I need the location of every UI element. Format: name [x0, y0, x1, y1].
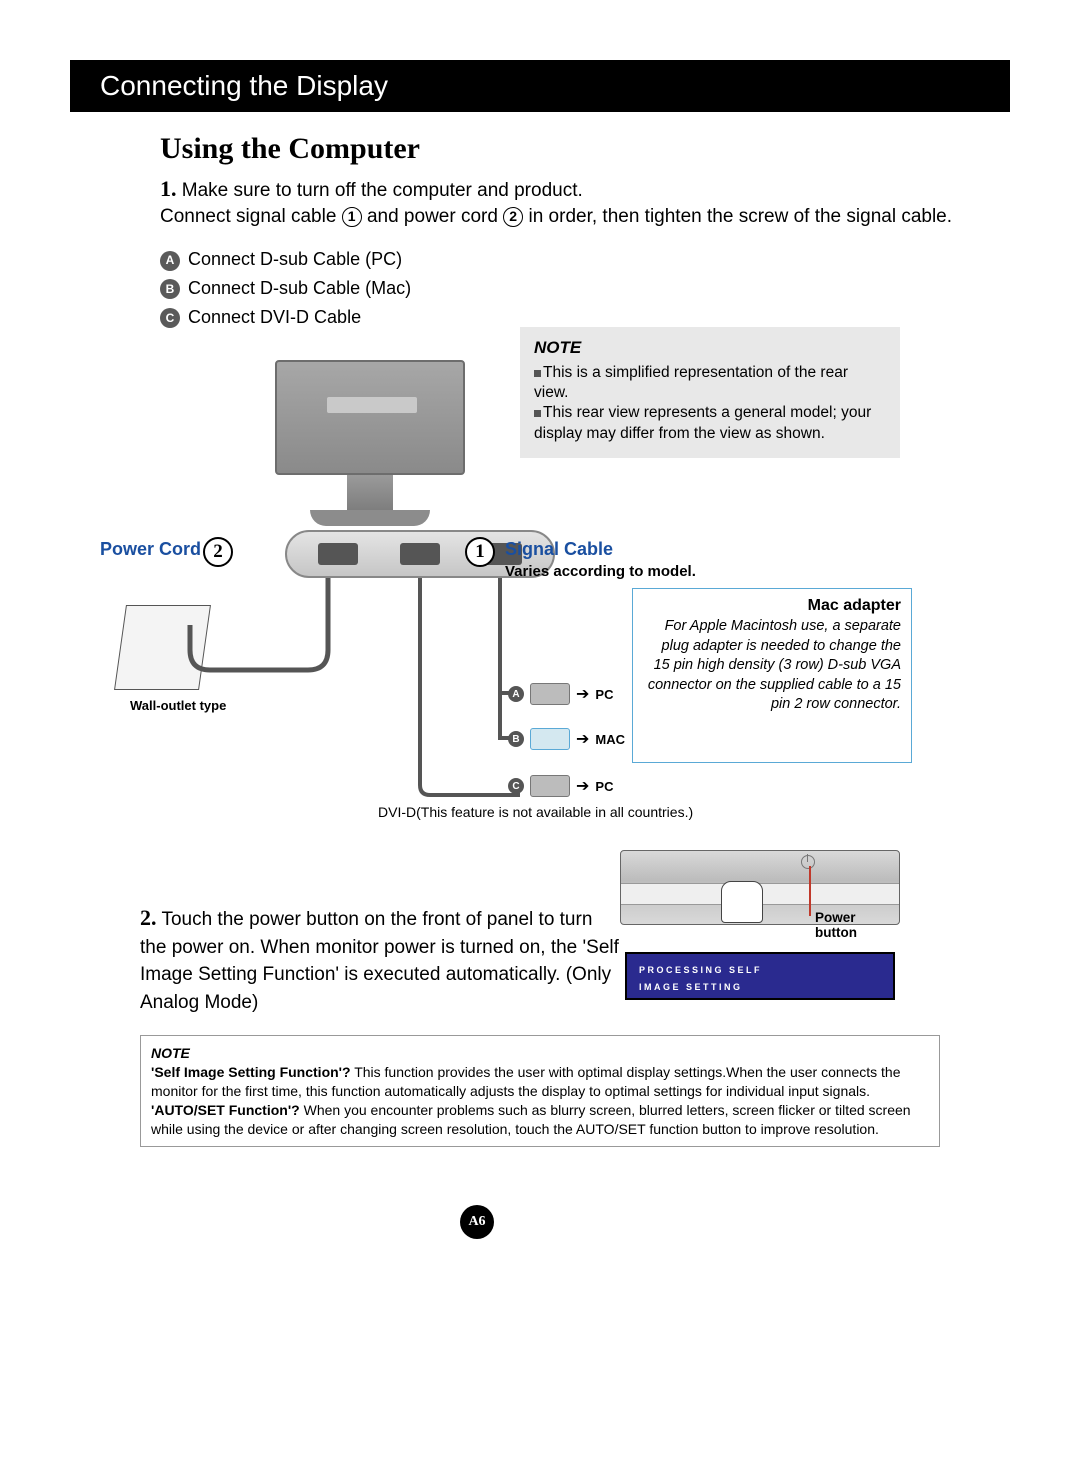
circled-1-diagram: 1: [465, 537, 495, 567]
callout-line-icon: [809, 866, 811, 916]
step-1: 1. Make sure to turn off the computer an…: [160, 174, 1010, 229]
dest-pc-c: PC: [595, 779, 613, 794]
step-2: 2. Touch the power button on the front o…: [140, 902, 620, 1017]
mac-adapter-text: For Apple Macintosh use, a separate plug…: [643, 617, 901, 715]
bullet-b-text: Connect D-sub Cable (Mac): [188, 278, 411, 298]
processing-line2: IMAGE SETTING: [639, 979, 881, 996]
step-1-line2c: in order, then tighten the screw of the …: [528, 206, 952, 227]
power-port-icon: [318, 543, 358, 565]
step-1-line2a: Connect signal cable: [160, 206, 342, 227]
section-title: Using the Computer: [160, 132, 1010, 166]
mac-adapter-box: Mac adapter For Apple Macintosh use, a s…: [632, 588, 912, 763]
dest-pc-a: PC: [595, 687, 613, 702]
step-2-num: 2.: [140, 905, 157, 930]
bullet-b-small-icon: B: [508, 731, 524, 747]
bullet-c-small-icon: C: [508, 778, 524, 794]
step-1-line1: Make sure to turn off the computer and p…: [182, 180, 583, 201]
step-1-num: 1.: [160, 176, 177, 201]
circled-2-diagram: 2: [203, 537, 233, 567]
bullet-c-text: Connect DVI-D Cable: [188, 307, 361, 327]
dest-mac: MAC: [595, 732, 625, 747]
page-number: A6: [460, 1205, 494, 1239]
note2-b2: 'AUTO/SET Function'?: [151, 1102, 300, 1118]
circled-1-inline: 1: [342, 207, 362, 227]
connector-row-b: B ➔ MAC: [508, 728, 625, 750]
monitor-rear-icon: [275, 360, 465, 475]
dvi-port-icon: [400, 543, 440, 565]
monitor-base-icon: [310, 510, 430, 526]
bullet-a-small-icon: A: [508, 686, 524, 702]
hand-press-icon: [721, 881, 763, 923]
power-cord-label: Power Cord: [100, 539, 201, 560]
cable-bullet-list: A Connect D-sub Cable (PC) B Connect D-sub…: [160, 245, 1010, 331]
connector-row-a: A ➔ PC: [508, 683, 613, 705]
note2-b1: 'Self Image Setting Function'?: [151, 1064, 351, 1080]
dvi-plug-icon: [530, 775, 570, 797]
processing-osd-box: PROCESSING SELF IMAGE SETTING: [625, 952, 895, 1000]
arrow-right-icon: ➔: [576, 776, 589, 796]
processing-line1: PROCESSING SELF: [639, 962, 881, 979]
note-box-2: NOTE 'Self Image Setting Function'? This…: [140, 1035, 940, 1147]
mac-adapter-title: Mac adapter: [643, 597, 901, 615]
power-button-label: Power button: [815, 910, 900, 940]
bullet-b-icon: B: [160, 279, 180, 299]
connector-row-c: C ➔ PC: [508, 775, 613, 797]
connection-diagram: Power Cord 2 1 Signal Cable Varies accor…: [100, 350, 940, 870]
monitor-stand-icon: [347, 475, 393, 515]
arrow-right-icon: ➔: [576, 729, 589, 749]
arrow-right-icon: ➔: [576, 684, 589, 704]
wall-outlet-label: Wall-outlet type: [130, 698, 226, 713]
power-symbol-icon: [801, 855, 815, 869]
bullet-c-icon: C: [160, 308, 180, 328]
circled-2-inline: 2: [503, 207, 523, 227]
wall-outlet-icon: [114, 605, 211, 690]
bullet-a-icon: A: [160, 251, 180, 271]
page-header: Connecting the Display: [70, 60, 1010, 112]
step-2-text: Touch the power button on the front of p…: [140, 909, 619, 1013]
power-button-figure: Power button: [620, 850, 900, 925]
dvi-footnote: DVI-D(This feature is not available in a…: [378, 802, 693, 823]
varies-label: Varies according to model.: [505, 563, 696, 580]
dsub-plug-icon: [530, 683, 570, 705]
bullet-a-text: Connect D-sub Cable (PC): [188, 249, 402, 269]
step-1-line2b: and power cord: [367, 206, 503, 227]
mac-adapter-plug-icon: [530, 728, 570, 750]
signal-cable-label: Signal Cable: [505, 539, 613, 560]
note2-title: NOTE: [151, 1044, 929, 1063]
